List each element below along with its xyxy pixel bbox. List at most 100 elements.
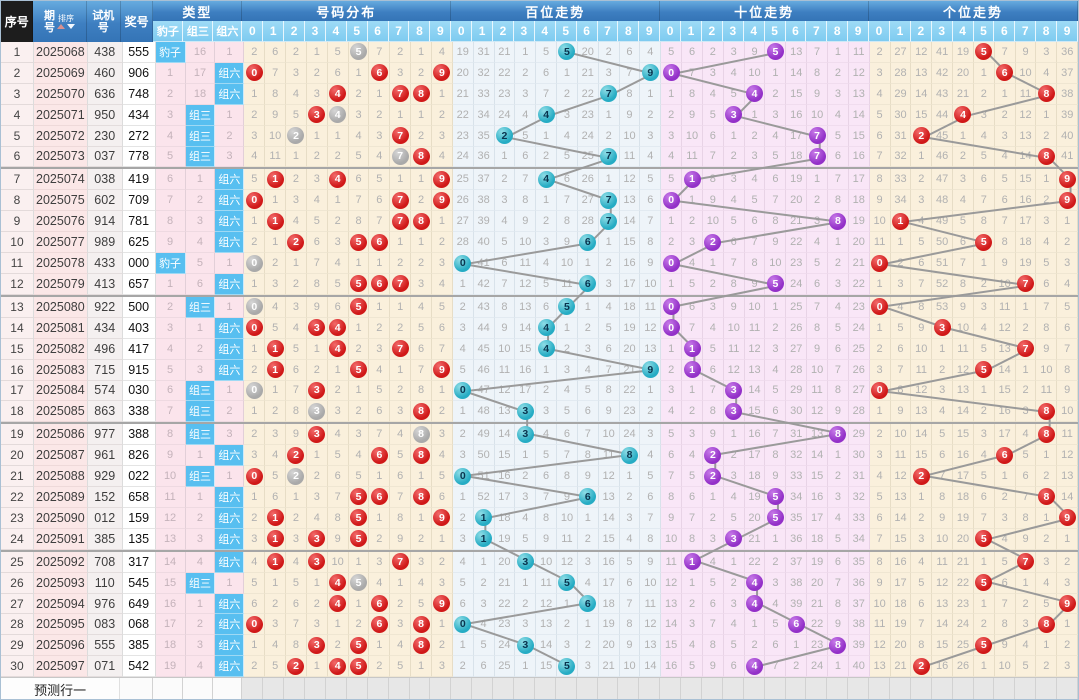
prediction-cell[interactable] [639, 678, 661, 699]
prediction-cell[interactable] [430, 678, 452, 699]
hundreds-cell: 4 [577, 572, 599, 594]
prediction-cell[interactable] [242, 678, 264, 699]
number-ball: 6 [370, 233, 388, 251]
prediction-cell[interactable] [660, 678, 682, 699]
type-cell: 4 [155, 125, 186, 147]
dist-cell: 8 [411, 424, 432, 446]
prediction-cell[interactable] [994, 678, 1016, 699]
prediction-cell[interactable] [848, 678, 870, 699]
prediction-cell[interactable] [493, 678, 514, 699]
prediction-cell[interactable] [681, 678, 702, 699]
prediction-cell[interactable] [827, 678, 849, 699]
units-cell: 4 [973, 445, 995, 467]
dist-cell: 3 [390, 62, 412, 84]
number-ball: 4 [746, 574, 764, 592]
prediction-cell[interactable] [346, 678, 368, 699]
units-cell: 7 [869, 146, 891, 168]
prediction-cell[interactable] [910, 678, 932, 699]
prediction-cell[interactable] [576, 678, 598, 699]
prediction-cell[interactable] [451, 678, 473, 699]
table-row: 5 2025072 230 272 4 组三 2 3 10 2 1 1 4 3 7 2 3 23 35 2 5 1 4 24 2… [1, 125, 1078, 147]
tens-cell: 2 [723, 445, 745, 467]
number-ball: 9 [1058, 191, 1076, 209]
number-ball: 5 [975, 233, 993, 251]
period-cell: 2025069 [33, 62, 88, 84]
prediction-cell[interactable] [597, 678, 619, 699]
hundreds-cell: 21 [494, 572, 516, 594]
prediction-cell[interactable] [1036, 678, 1058, 699]
number-ball: 7 [600, 191, 618, 209]
units-cell: 1 [1036, 445, 1058, 467]
hundreds-cell: 2 [536, 380, 558, 402]
prediction-cell[interactable] [409, 678, 431, 699]
hundreds-cell: 10 [557, 253, 578, 274]
prediction-cell[interactable] [388, 678, 410, 699]
prediction-cell[interactable] [555, 678, 577, 699]
prediction-cell[interactable] [806, 678, 828, 699]
dist-cell: 3 [265, 273, 287, 295]
hundreds-cell: 25 [494, 656, 516, 678]
tens-cell: 14 [661, 614, 683, 636]
number-ball: 3 [308, 381, 326, 399]
hundreds-cell: 17 [515, 380, 537, 402]
prediction-cell[interactable] [618, 678, 640, 699]
prediction-cell[interactable] [472, 678, 494, 699]
prediction-cell[interactable] [284, 678, 306, 699]
dist-cell: 3 [244, 528, 266, 550]
hundreds-cell: 7 [536, 83, 558, 105]
sort-control[interactable]: 排序 [56, 14, 75, 29]
prediction-cell[interactable] [1015, 678, 1037, 699]
prediction-cell[interactable] [952, 678, 974, 699]
number-ball: 5 [766, 275, 784, 293]
sort-desc-icon[interactable] [66, 23, 75, 29]
hundreds-cell: 19 [598, 614, 620, 636]
hundreds-cell: 2 [494, 125, 516, 147]
seq-cell: 27 [1, 593, 34, 615]
prediction-row[interactable]: 预测行一 [1, 678, 121, 699]
sort-asc-icon[interactable] [56, 23, 65, 29]
prediction-cell[interactable] [764, 678, 786, 699]
units-cell: 11 [869, 614, 891, 636]
prediction-cell[interactable] [701, 678, 723, 699]
test-number-cell: 433 [87, 253, 123, 274]
dist-cell: 2 [431, 232, 453, 254]
tens-cell: 0 [661, 253, 683, 274]
prediction-cell[interactable] [153, 678, 184, 699]
hundreds-cell: 4 [536, 338, 558, 360]
prediction-cell[interactable] [931, 678, 953, 699]
prediction-cell[interactable] [869, 678, 890, 699]
prediction-cell[interactable] [1057, 678, 1078, 699]
prediction-cell[interactable] [213, 678, 243, 699]
prediction-cell[interactable] [183, 678, 214, 699]
units-cell: 3 [911, 528, 933, 550]
digit-header: 4 [743, 21, 765, 42]
tens-cell: 1 [661, 273, 683, 295]
prediction-cell[interactable] [325, 678, 347, 699]
prediction-cell[interactable] [367, 678, 389, 699]
prediction-cell[interactable] [785, 678, 807, 699]
prediction-cell[interactable] [743, 678, 765, 699]
hundreds-cell: 28 [452, 232, 474, 254]
tens-cell: 28 [786, 359, 808, 381]
prediction-cell[interactable] [263, 678, 285, 699]
type-cell: 2 [185, 190, 216, 212]
prediction-cell[interactable] [120, 678, 154, 699]
hundreds-cell: 3 [473, 593, 495, 615]
dist-cell: 8 [390, 507, 412, 529]
tens-cell: 34 [848, 528, 870, 550]
prediction-cell[interactable] [534, 678, 556, 699]
prediction-cell[interactable] [513, 678, 535, 699]
units-cell: 4 [1036, 572, 1058, 594]
prediction-cell[interactable] [973, 678, 995, 699]
hundreds-cell: 11 [640, 296, 662, 318]
hundreds-cell: 2 [557, 614, 578, 636]
tens-cell: 14 [786, 62, 808, 84]
type-cell: 3 [215, 146, 245, 168]
number-ball: 8 [412, 636, 430, 654]
dist-cell: 5 [265, 466, 287, 488]
prediction-cell[interactable] [889, 678, 911, 699]
prediction-cell[interactable] [305, 678, 326, 699]
dist-cell: 6 [369, 614, 391, 636]
seq-cell: 2 [1, 62, 34, 84]
prediction-cell[interactable] [722, 678, 744, 699]
